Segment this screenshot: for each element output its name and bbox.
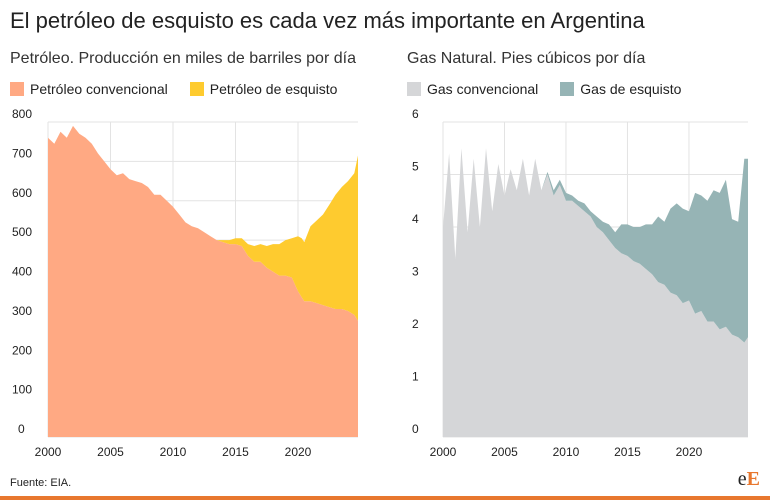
gas-legend: Gas convencional Gas de esquisto (407, 80, 703, 98)
legend-item-gas-shale: Gas de esquisto (560, 81, 681, 97)
y-tick-label: 0 (412, 422, 419, 436)
legend-item-oil-shale: Petróleo de esquisto (189, 81, 338, 97)
x-tick-label: 2015 (222, 445, 249, 459)
legend-label: Petróleo de esquisto (209, 81, 338, 97)
y-tick-label: 400 (12, 265, 32, 279)
legend-swatch (560, 82, 575, 96)
legend-swatch (189, 82, 204, 96)
area-series-conventional (48, 125, 358, 438)
source-note: Fuente: EIA. (10, 477, 72, 489)
y-tick-label: 5 (412, 160, 419, 174)
legend-swatch (407, 82, 421, 96)
y-tick-label: 500 (12, 225, 32, 239)
page-title: El petróleo de esquisto es cada vez más … (10, 8, 645, 33)
legend-label: Petróleo convencional (30, 81, 168, 97)
x-tick-label: 2005 (97, 445, 124, 459)
y-tick-label: 6 (412, 107, 419, 121)
area-series-shale (443, 148, 748, 343)
area-series-conventional (443, 148, 748, 438)
gas-production-chart: 0 1 2 3 4 5 6 2000 2005 2010 2015 2020 (412, 107, 748, 459)
oil-chart-title: Petróleo. Producción en miles de barrile… (10, 50, 356, 67)
x-tick-label: 2010 (553, 445, 580, 459)
y-tick-label: 1 (412, 370, 419, 384)
x-tick-label: 2000 (430, 445, 457, 459)
y-tick-label: 0 (18, 422, 25, 436)
x-tick-label: 2010 (160, 445, 187, 459)
publisher-logo: eE (738, 468, 760, 491)
y-tick-label: 800 (12, 107, 32, 121)
y-tick-label: 2 (412, 317, 419, 331)
legend-item-oil-conventional: Petróleo convencional (10, 81, 168, 97)
x-tick-label: 2020 (285, 445, 312, 459)
legend-item-gas-conventional: Gas convencional (407, 81, 538, 97)
y-tick-label: 200 (12, 343, 32, 357)
logo-big-letter: E (746, 468, 760, 490)
legend-label: Gas convencional (427, 81, 539, 97)
oil-legend: Petróleo convencional Petróleo de esquis… (10, 80, 359, 98)
y-tick-label: 700 (12, 146, 32, 160)
y-tick-label: 300 (12, 304, 32, 318)
logo-small-letter: e (737, 468, 747, 490)
y-tick-label: 4 (412, 212, 419, 226)
legend-label: Gas de esquisto (580, 81, 682, 97)
gas-chart-title: Gas Natural. Pies cúbicos por día (407, 50, 646, 67)
y-tick-label: 3 (412, 265, 419, 279)
y-tick-label: 600 (12, 186, 32, 200)
oil-production-chart: 0 100 200 300 400 500 600 700 800 2000 2005 2010 201… (12, 107, 358, 459)
y-tick-label: 100 (12, 383, 32, 397)
x-tick-label: 2020 (676, 445, 703, 459)
x-tick-label: 2005 (491, 445, 518, 459)
area-series-shale (48, 125, 358, 321)
x-tick-label: 2015 (614, 445, 641, 459)
x-tick-label: 2000 (35, 445, 62, 459)
legend-swatch (10, 82, 24, 96)
bottom-accent-bar (0, 496, 770, 500)
